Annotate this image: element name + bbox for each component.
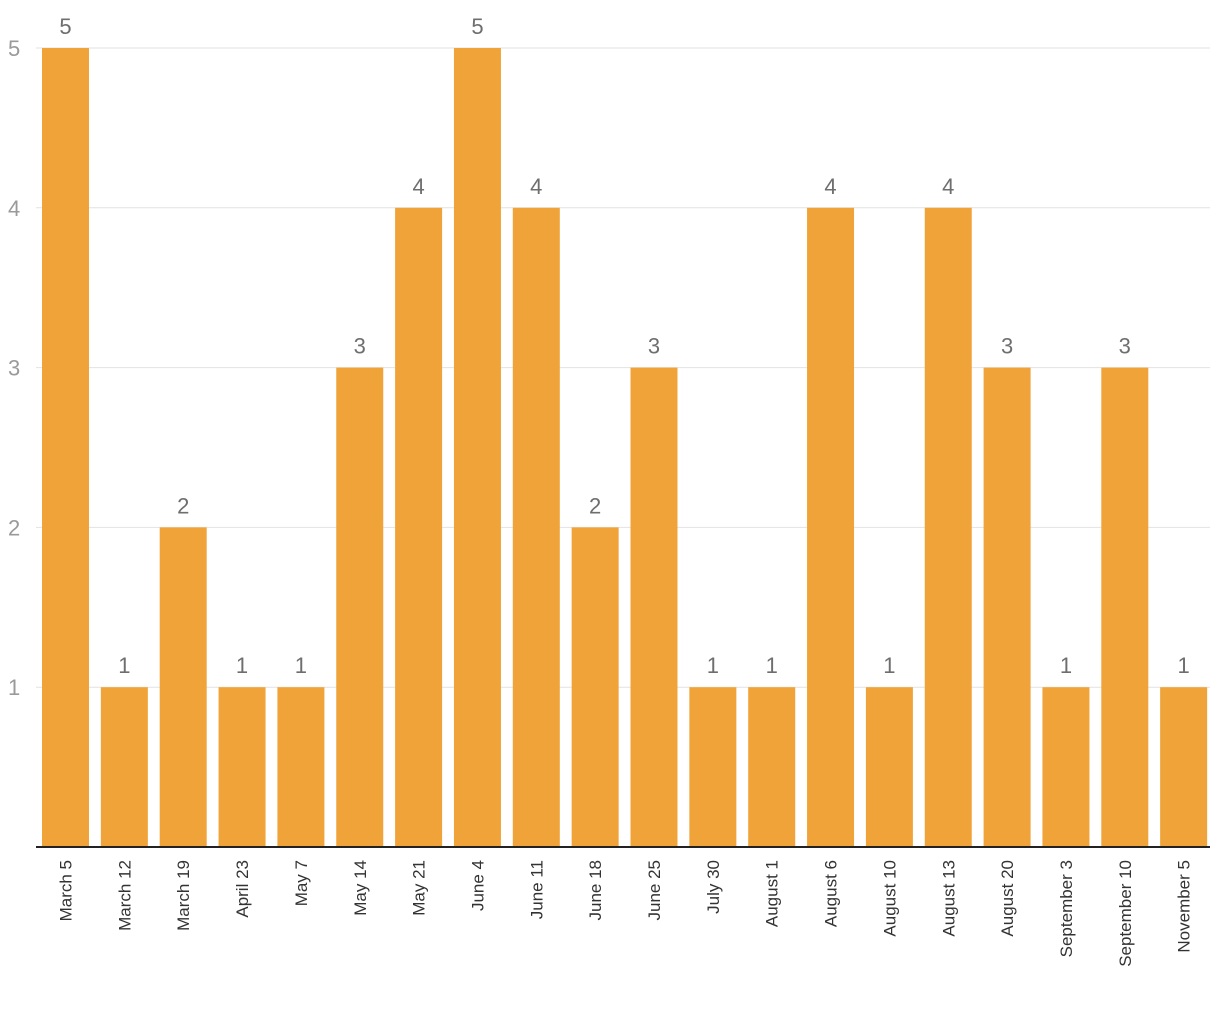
x-tick-label: September 10 (1116, 860, 1135, 967)
bar (453, 48, 501, 847)
bars (42, 48, 1208, 848)
data-labels: 5 1 2 1 1 3 4 5 4 2 3 1 1 4 1 4 3 1 3 1 (59, 14, 1189, 678)
y-tick-label: 3 (8, 356, 20, 381)
x-tick-label: August 6 (822, 860, 841, 927)
x-tick-label: March 12 (115, 860, 134, 931)
bar (336, 367, 384, 847)
x-tick-label: May 7 (292, 860, 311, 906)
bar (689, 687, 737, 847)
x-tick-label: July 30 (704, 860, 723, 914)
data-label: 5 (59, 14, 71, 39)
bar (1042, 687, 1090, 847)
y-axis-ticks: 1 2 3 4 5 (8, 36, 20, 700)
y-tick-label: 5 (8, 36, 20, 61)
bar (748, 687, 796, 847)
data-label: 4 (942, 174, 954, 199)
data-label: 3 (1119, 334, 1131, 359)
y-tick-label: 4 (8, 196, 20, 221)
x-tick-label: September 3 (1057, 860, 1076, 957)
data-label: 3 (354, 334, 366, 359)
x-tick-label: May 14 (351, 860, 370, 916)
bar (159, 527, 207, 847)
data-label: 2 (589, 493, 601, 518)
x-tick-label: June 4 (468, 860, 487, 911)
bar (630, 367, 678, 847)
y-tick-label: 2 (8, 515, 20, 540)
bar (983, 367, 1031, 847)
bar (571, 527, 619, 847)
bar (1101, 367, 1149, 847)
x-tick-label: August 10 (880, 860, 899, 937)
gridlines (36, 47, 1210, 688)
x-tick-label: November 5 (1175, 860, 1194, 953)
data-label: 4 (824, 174, 836, 199)
data-label: 2 (177, 493, 189, 518)
y-tick-label: 1 (8, 675, 20, 700)
data-label: 1 (1060, 653, 1072, 678)
bar (865, 687, 913, 847)
data-label: 3 (648, 334, 660, 359)
data-label: 1 (883, 653, 895, 678)
data-label: 5 (471, 14, 483, 39)
x-tick-label: June 18 (586, 860, 605, 921)
x-tick-label: May 21 (410, 860, 429, 916)
bar (1160, 687, 1208, 847)
bar (512, 207, 560, 848)
x-axis-ticks: March 5 March 12 March 19 April 23 May 7 May … (57, 860, 1194, 967)
x-tick-label: June 25 (645, 860, 664, 921)
bar (42, 48, 89, 847)
data-label: 3 (1001, 334, 1013, 359)
bar (218, 687, 266, 847)
x-tick-label: August 13 (939, 860, 958, 937)
x-tick-label: April 23 (233, 860, 252, 918)
data-label: 1 (118, 653, 130, 678)
bar (100, 687, 148, 847)
data-label: 1 (707, 653, 719, 678)
data-label: 1 (295, 653, 307, 678)
x-tick-label: August 1 (763, 860, 782, 927)
x-tick-label: August 20 (998, 860, 1017, 937)
x-tick-label: March 19 (174, 860, 193, 931)
data-label: 4 (412, 174, 424, 199)
bar (807, 207, 855, 848)
bar (924, 207, 972, 848)
data-label: 1 (236, 653, 248, 678)
x-tick-label: March 5 (57, 860, 76, 921)
bar (277, 687, 325, 847)
data-label: 4 (530, 174, 542, 199)
data-label: 1 (1178, 653, 1190, 678)
data-label: 1 (766, 653, 778, 678)
x-tick-label: June 11 (527, 860, 546, 919)
bar (395, 207, 443, 848)
